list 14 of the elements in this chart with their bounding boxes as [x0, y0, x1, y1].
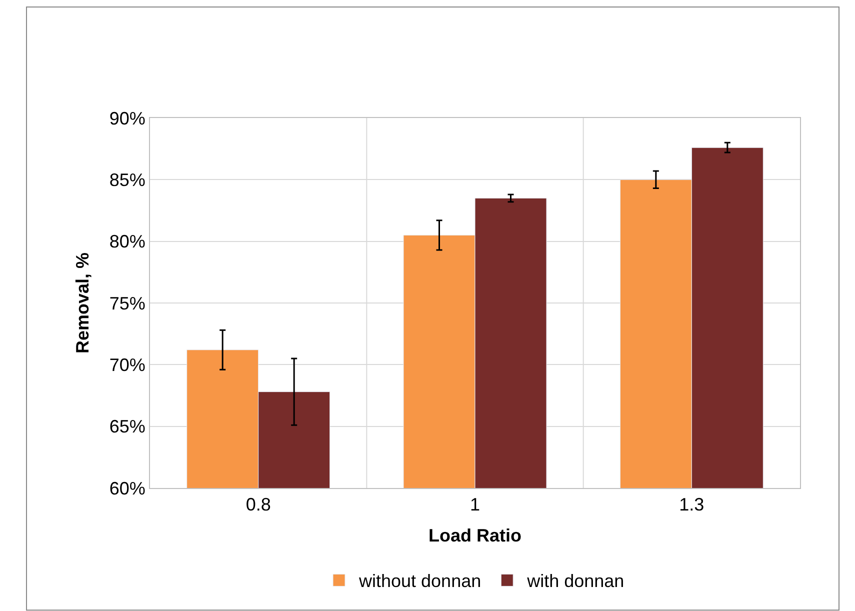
- x-tick-label: 1: [470, 494, 480, 515]
- x-tick-label: 0.8: [246, 494, 271, 515]
- y-tick-label: 70%: [109, 354, 146, 375]
- y-tick-label: 60%: [109, 478, 146, 498]
- x-tick-label: 1.3: [679, 494, 704, 515]
- x-axis-title: Load Ratio: [428, 526, 522, 546]
- y-tick-label: 80%: [109, 232, 146, 252]
- y-tick-label: 85%: [109, 170, 146, 190]
- y-tick-label: 75%: [109, 293, 146, 314]
- y-tick-label: 90%: [109, 108, 146, 128]
- legend-label: with donnan: [526, 571, 624, 592]
- y-tick-label: 65%: [109, 416, 146, 437]
- legend-label: without donnan: [358, 571, 482, 592]
- y-axis-title: Removal, %: [72, 252, 93, 354]
